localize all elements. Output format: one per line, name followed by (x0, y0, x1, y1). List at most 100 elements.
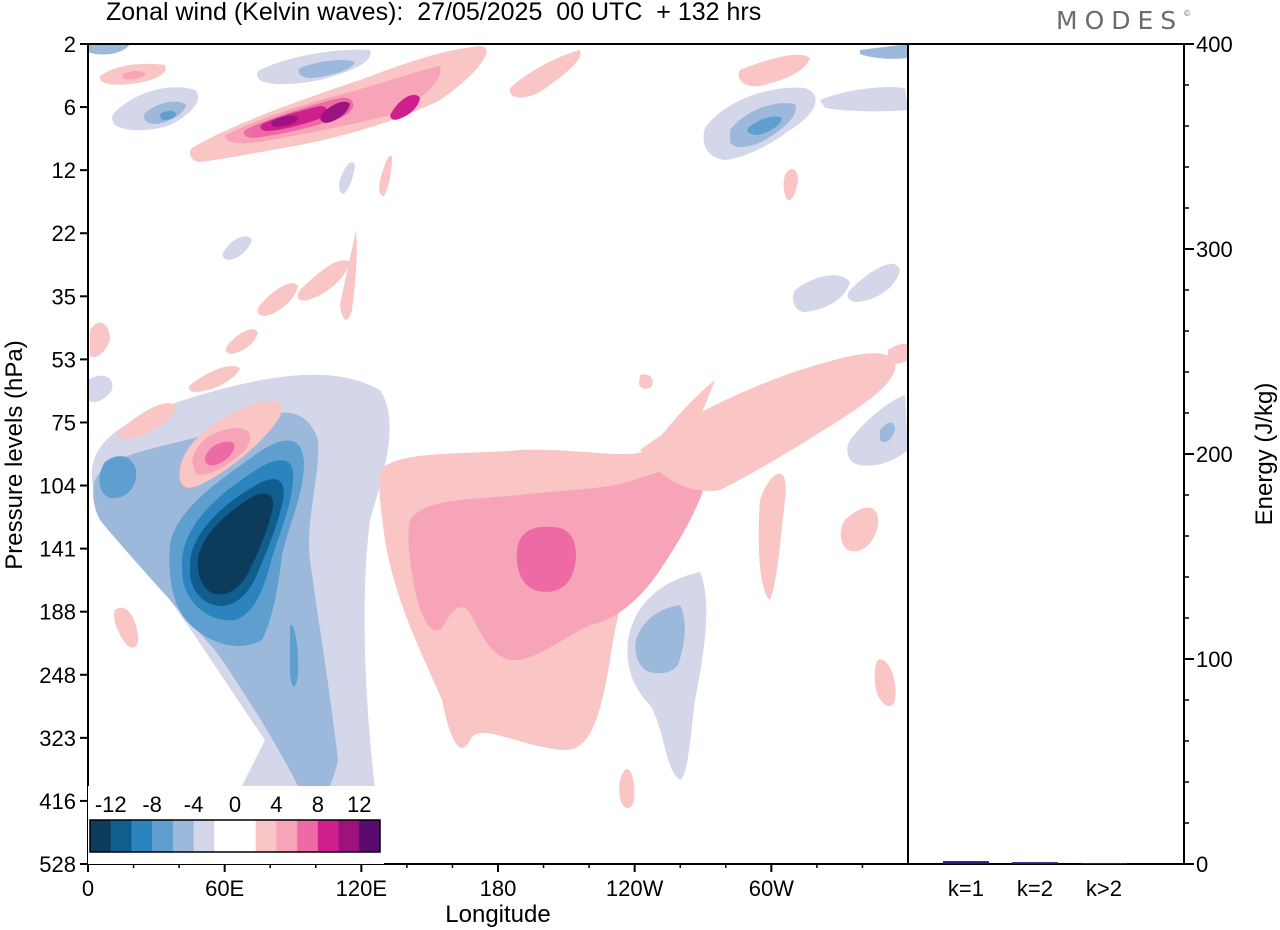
energy-axis-label: Energy (J/kg) (1251, 383, 1278, 526)
negative-anomaly-main (91, 374, 390, 864)
y-tick-label: 416 (39, 789, 76, 814)
logo-mark: © (1183, 8, 1192, 18)
colorbar-tick-label: -8 (142, 792, 162, 817)
x-tick-label: 60E (205, 876, 244, 901)
colorbar-swatch (172, 820, 195, 852)
colorbar: -12 -8 -4 0 4 8 12 (88, 786, 384, 864)
patch-pos-mid5 (225, 329, 258, 354)
energy-bar-label: k>2 (1086, 876, 1122, 901)
colorbar-swatch (255, 820, 277, 852)
y-tick-label: 75 (52, 410, 76, 435)
patch-pos-mid4 (340, 230, 357, 320)
contour-pos-east2 (840, 507, 879, 552)
patch-neg-e-mid2 (880, 422, 895, 442)
colorbar-swatch (297, 820, 319, 852)
y-tick-label: 6 (64, 95, 76, 120)
contour-pos-east (758, 473, 786, 600)
heatmap-area (88, 44, 908, 864)
positive-anomaly-60e (117, 400, 283, 488)
contour-neg-strip2 (290, 624, 299, 687)
logo-text: MODES (1056, 6, 1184, 35)
contour-pos-small-sw (113, 607, 139, 648)
y-tick-label: 323 (39, 726, 76, 751)
x-tick-label: 180 (480, 876, 517, 901)
energy-bar (1011, 862, 1058, 864)
patch-neg-mid-w (222, 236, 252, 260)
contour-up-neg-ne (860, 44, 908, 59)
colorbar-tick-label: 8 (312, 792, 324, 817)
colorbar-swatch (359, 820, 381, 852)
colorbar-swatch (235, 820, 257, 852)
contour-pos-upper-ext (640, 353, 896, 491)
patch-neg-lowpac2 (635, 605, 685, 674)
contour-up-neg-west3 (160, 110, 176, 120)
energy-bar-label: k=1 (948, 876, 984, 901)
y-tick-label: 188 (39, 600, 76, 625)
positive-anomaly-main (113, 353, 896, 809)
contour-up-neg-east3 (747, 116, 782, 135)
contour-up-neg-corner (88, 44, 130, 55)
modes-logo: MODES© (1056, 6, 1191, 35)
y-tick-label: 141 (39, 537, 76, 562)
colorbar-tick-label: 0 (229, 792, 241, 817)
upper-negative-band (88, 44, 908, 160)
y-tick-label: 53 (52, 347, 76, 372)
colorbar-swatch (110, 820, 132, 852)
patch-pos-mid1 (188, 365, 240, 392)
x-axis: 0 60E 120E 180 120W 60W (82, 864, 864, 901)
contour-up-pos-far-east (738, 54, 810, 87)
chart-title: Zonal wind (Kelvin waves): 27/05/2025 00… (106, 0, 762, 26)
contour-up-pos-12b (320, 101, 350, 123)
colorbar-tick-label: -12 (95, 792, 127, 817)
x-tick-label: 0 (82, 876, 94, 901)
energy-y-tick-label: 300 (1196, 237, 1233, 262)
patch-pos-midwest (90, 322, 110, 358)
energy-bar (942, 861, 989, 864)
contour-up-pos-10 (271, 115, 298, 127)
energy-bar (1080, 862, 1127, 864)
contour-pos-60e-6 (205, 441, 235, 466)
y-tick-label: 2 (64, 32, 76, 57)
contour-up-neg-top2 (298, 60, 355, 78)
colorbar-swatch (317, 820, 340, 852)
contour-pos-6 (516, 526, 576, 592)
energy-bar-panel: k=1 k=2 k>2 (942, 861, 1127, 901)
contour-pos-lower (619, 769, 635, 809)
patch-pos-mid3 (297, 260, 350, 301)
contour-up-neg-ne2 (820, 87, 908, 112)
y-tick-label: 104 (39, 474, 76, 499)
colorbar-swatch (90, 820, 112, 852)
contour-up-pos-top2 (122, 71, 146, 80)
upper-positive-band (99, 46, 810, 162)
patch-neg-mid-w2 (339, 162, 355, 194)
y-tick-label: 22 (52, 221, 76, 246)
colorbar-swatch (214, 820, 236, 852)
colorbar-swatch (338, 820, 360, 852)
colorbar-swatch (276, 820, 298, 852)
patch-pos-r-top (783, 168, 798, 201)
colorbar-swatch (152, 820, 174, 852)
y-axis: 2 6 12 22 35 53 75 104 141 188 248 323 416 528 (39, 32, 88, 877)
y-tick-label: 12 (52, 158, 76, 183)
energy-y-axis: 0 100 200 300 400 (1184, 32, 1233, 877)
energy-bar-label: k=2 (1017, 876, 1053, 901)
patch-pos-r-mid (888, 343, 908, 364)
contour-up-pos-12a (390, 94, 420, 120)
energy-y-tick-label: 400 (1196, 32, 1233, 57)
patch-neg-w-mid (88, 375, 113, 402)
patch-neg-rightside (793, 275, 850, 312)
x-tick-label: 120W (606, 876, 664, 901)
patch-pos-upper-mid (379, 155, 392, 196)
energy-y-tick-label: 0 (1196, 852, 1208, 877)
contour-neg-16 (197, 493, 274, 595)
colorbar-tick-label: 4 (270, 792, 282, 817)
colorbar-tick-label: -4 (184, 792, 204, 817)
weak-patches (88, 155, 908, 780)
y-tick-label: 248 (39, 663, 76, 688)
y-axis-label: Pressure levels (hPa) (1, 340, 28, 569)
patch-neg-e-mid (847, 395, 908, 466)
contour-pos-east3 (874, 659, 896, 707)
colorbar-frame (89, 819, 381, 853)
